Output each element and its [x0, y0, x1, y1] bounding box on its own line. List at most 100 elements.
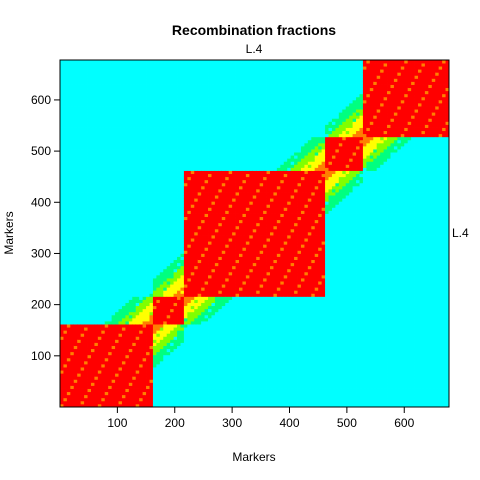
- heatmap-cell: [142, 60, 147, 64]
- heatmap-cell: [139, 176, 144, 181]
- heatmap-cell: [87, 287, 92, 291]
- heatmap-cell: [149, 201, 154, 205]
- heatmap-cell: [204, 385, 209, 389]
- heatmap-cell: [204, 121, 209, 125]
- heatmap-cell: [125, 142, 130, 147]
- heatmap-cell: [108, 342, 113, 346]
- heatmap-cell: [139, 247, 144, 251]
- heatmap-cell: [201, 247, 205, 251]
- heatmap-cell: [163, 339, 168, 343]
- heatmap-cell: [135, 188, 140, 193]
- heatmap-cell: [146, 330, 150, 334]
- heatmap-cell: [104, 241, 109, 245]
- heatmap-cell: [80, 109, 85, 113]
- heatmap-cell: [146, 72, 150, 76]
- heatmap-cell: [121, 305, 126, 310]
- heatmap-cell: [118, 364, 123, 368]
- heatmap-cell: [70, 149, 75, 153]
- heatmap-cell: [194, 72, 199, 76]
- heatmap-cell: [77, 391, 82, 396]
- heatmap-cell: [94, 124, 99, 128]
- heatmap-cell: [208, 106, 212, 110]
- heatmap-cell: [87, 204, 92, 208]
- heatmap-cell: [139, 213, 144, 218]
- heatmap-cell: [187, 400, 192, 405]
- heatmap-cell: [190, 198, 195, 202]
- heatmap-cell: [97, 216, 102, 221]
- heatmap-cell: [101, 302, 106, 307]
- heatmap-cell: [94, 176, 99, 181]
- heatmap-cell: [139, 142, 144, 147]
- heatmap-cell: [80, 256, 85, 260]
- heatmap-cell: [80, 299, 85, 303]
- heatmap-cell: [108, 75, 113, 79]
- heatmap-cell: [77, 339, 82, 343]
- heatmap-cell: [208, 342, 212, 346]
- heatmap-cell: [149, 198, 154, 202]
- heatmap-cell: [170, 403, 174, 408]
- heatmap-cell: [201, 149, 205, 153]
- heatmap-cell: [84, 256, 88, 260]
- heatmap-cell: [170, 228, 174, 233]
- heatmap-cell: [66, 164, 71, 168]
- heatmap-cell: [201, 188, 205, 193]
- heatmap-cell: [73, 127, 78, 132]
- heatmap-cell: [152, 274, 157, 279]
- heatmap-cell: [187, 238, 192, 242]
- heatmap-cell: [80, 382, 85, 386]
- heatmap-cell: [118, 299, 123, 303]
- heatmap-cell: [90, 75, 95, 79]
- heatmap-cell: [77, 145, 82, 150]
- heatmap-cell: [90, 63, 95, 67]
- heatmap-cell: [208, 397, 212, 402]
- heatmap-cell: [128, 284, 133, 288]
- heatmap-cell: [132, 142, 137, 147]
- heatmap-cell: [180, 397, 185, 402]
- heatmap-cell: [94, 244, 99, 248]
- heatmap-cell: [180, 204, 185, 208]
- heatmap-cell: [121, 201, 126, 205]
- heatmap-cell: [128, 164, 133, 168]
- heatmap-cell: [190, 348, 195, 353]
- heatmap-cell: [104, 127, 109, 132]
- heatmap-cell: [163, 336, 168, 340]
- heatmap-cell: [77, 302, 82, 307]
- heatmap-cell: [194, 60, 199, 64]
- heatmap-cell: [125, 333, 130, 337]
- heatmap-cell: [66, 271, 71, 276]
- heatmap-cell: [197, 333, 202, 337]
- heatmap-cell: [132, 102, 137, 107]
- heatmap-cell: [197, 69, 202, 73]
- heatmap-cell: [163, 99, 168, 104]
- heatmap-cell: [163, 124, 168, 128]
- heatmap-cell: [97, 382, 102, 386]
- heatmap-cell: [197, 118, 202, 122]
- heatmap-cell: [121, 219, 126, 224]
- heatmap-cell: [187, 228, 192, 233]
- heatmap-cell: [197, 367, 202, 371]
- heatmap-cell: [159, 400, 164, 405]
- heatmap-cell: [63, 170, 68, 175]
- heatmap-cell: [77, 69, 82, 73]
- heatmap-cell: [208, 228, 212, 233]
- heatmap-cell: [156, 192, 161, 196]
- heatmap-cell: [80, 370, 85, 374]
- heatmap-cell: [101, 376, 106, 380]
- heatmap-cell: [156, 87, 161, 92]
- heatmap-cell: [177, 213, 181, 218]
- heatmap-cell: [121, 324, 126, 328]
- heatmap-cell: [84, 161, 88, 165]
- heatmap-cell: [170, 115, 174, 119]
- heatmap-cell: [104, 324, 109, 328]
- heatmap-cell: [63, 173, 68, 178]
- heatmap-cell: [152, 296, 157, 300]
- heatmap-cell: [115, 333, 119, 337]
- heatmap-cell: [183, 403, 188, 408]
- heatmap-cell: [118, 351, 123, 356]
- heatmap-cell: [84, 60, 88, 64]
- heatmap-cell: [84, 342, 88, 346]
- heatmap-cell: [108, 121, 113, 125]
- heatmap-cell: [194, 109, 199, 113]
- heatmap-cell: [97, 139, 102, 144]
